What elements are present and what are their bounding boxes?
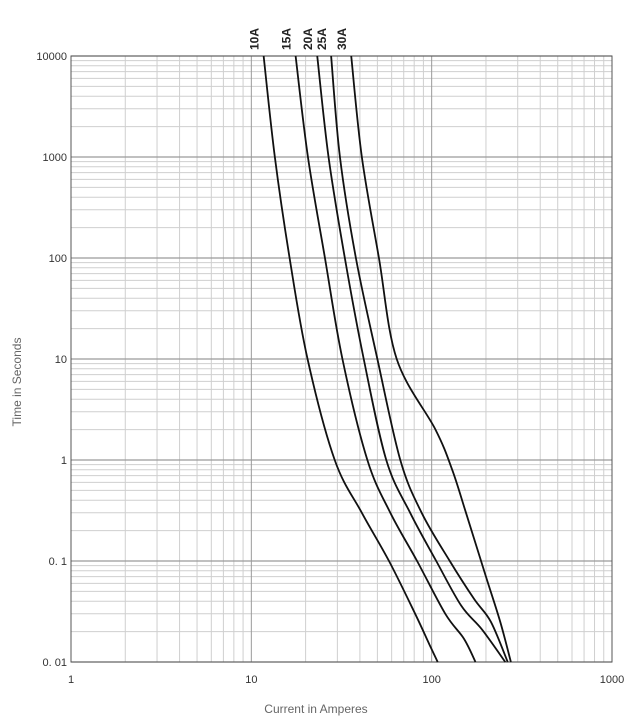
y-tick-label: 1 [61, 455, 67, 467]
x-tick-label: 10 [245, 674, 257, 686]
series-label-30a: 30A [335, 28, 349, 50]
y-tick-label: 10000 [36, 51, 67, 63]
series-curves [262, 55, 512, 663]
y-tick-label: 0. 1 [49, 556, 67, 568]
y-axis-ticks: 0. 01 0. 1 1 10 100 1000 10000 [36, 51, 67, 669]
x-tick-label: 100 [422, 674, 440, 686]
series-labels: 10A 15A 20A 25A 30A [248, 28, 350, 50]
y-tick-label: 100 [49, 253, 67, 265]
series-line-15a [294, 55, 477, 663]
x-axis-ticks: 1 10 100 1000 [68, 674, 624, 686]
grid [70, 55, 613, 663]
series-label-15a: 15A [280, 28, 294, 50]
x-tick-label: 1000 [600, 674, 624, 686]
series-line-10a [262, 55, 439, 663]
y-tick-label: 10 [55, 354, 67, 366]
series-line-30a [350, 55, 512, 663]
plot-frame [70, 55, 613, 663]
series-label-20a: 20A [301, 28, 315, 50]
series-line-20a [316, 55, 507, 663]
series-label-10a: 10A [248, 28, 262, 50]
series-label-25a: 25A [315, 28, 329, 50]
x-tick-label: 1 [68, 674, 74, 686]
y-tick-label: 0. 01 [43, 657, 67, 669]
y-tick-label: 1000 [43, 152, 67, 164]
y-axis-title: Time in Seconds [10, 338, 24, 427]
series-line-25a [330, 55, 509, 663]
x-axis-title: Current in Amperes [264, 702, 367, 716]
